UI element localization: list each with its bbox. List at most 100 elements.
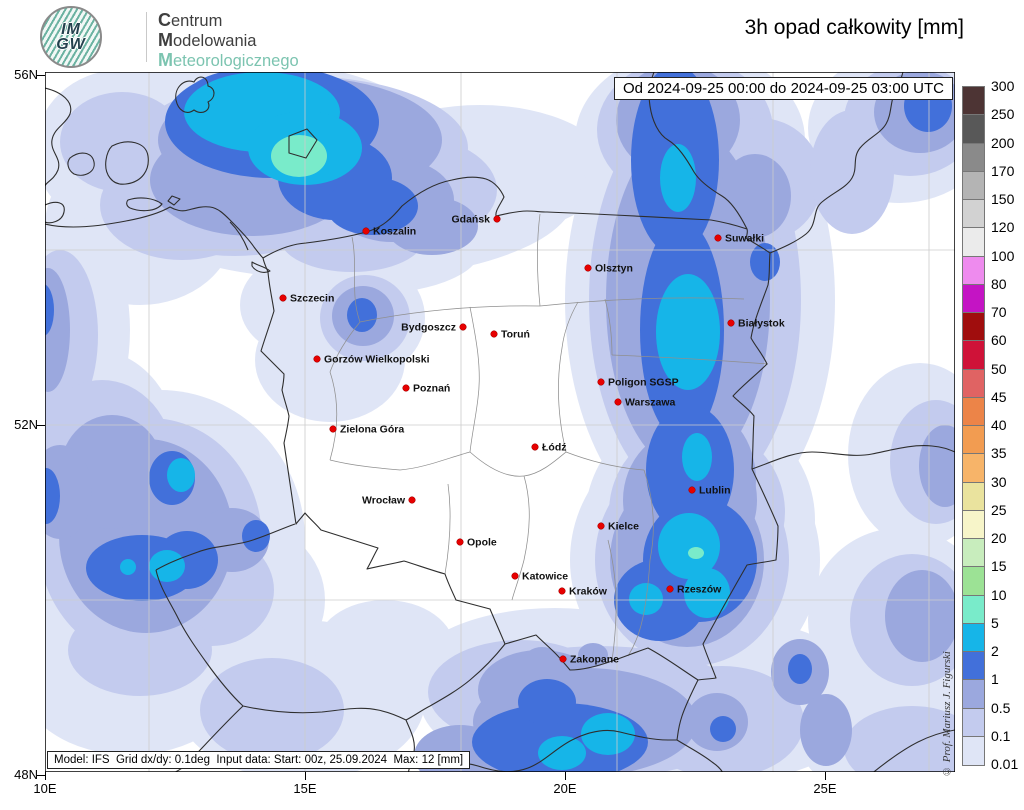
logo-text-gw: GW bbox=[56, 36, 86, 53]
legend-band bbox=[962, 142, 985, 173]
city-marker-wroc-aw: Wrocław bbox=[362, 495, 416, 507]
city-dot bbox=[459, 323, 467, 331]
legend-label: 2 bbox=[991, 643, 999, 659]
precip-layer-5 bbox=[120, 72, 730, 770]
org-line-1: Centrum bbox=[158, 10, 223, 31]
org-name: Centrum Modelowania Meteorologicznego bbox=[158, 11, 299, 71]
city-label: Warszawa bbox=[625, 397, 676, 409]
city-dot bbox=[714, 234, 722, 242]
legend-band bbox=[962, 227, 985, 258]
city-label: Rzeszów bbox=[677, 584, 722, 596]
model-info-label: Model: IFS Grid dx/dy: 0.1deg Input data… bbox=[47, 751, 471, 769]
city-dot bbox=[558, 587, 566, 595]
city-label: Białystok bbox=[738, 318, 785, 330]
city-marker-opole: Opole bbox=[456, 537, 497, 549]
legend-label: 0.5 bbox=[991, 699, 1011, 716]
lat-axis-label: 48N bbox=[14, 767, 38, 782]
city-label: Bydgoszcz bbox=[401, 322, 456, 334]
city-label: Toruń bbox=[501, 329, 530, 341]
city-dot bbox=[493, 215, 501, 223]
lat-axis-label: 52N bbox=[14, 417, 38, 432]
legend-label: 60 bbox=[991, 332, 1007, 349]
city-dot bbox=[597, 522, 605, 530]
lon-axis-tick bbox=[305, 772, 306, 780]
legend-label: 45 bbox=[991, 388, 1007, 405]
city-label: Poligon SGSP bbox=[608, 377, 679, 389]
city-label: Olsztyn bbox=[595, 263, 633, 275]
city-marker--d-: Łódź bbox=[531, 442, 567, 454]
city-dot bbox=[279, 294, 287, 302]
city-label: Wrocław bbox=[362, 495, 406, 507]
legend-band bbox=[962, 114, 985, 145]
org-line-2: Modelowania bbox=[158, 30, 257, 51]
legend-band bbox=[962, 679, 985, 710]
lon-axis-label: 15E bbox=[293, 781, 317, 796]
legend-label: 0.1 bbox=[991, 727, 1011, 744]
city-dot bbox=[329, 425, 337, 433]
legend-label: 50 bbox=[991, 360, 1007, 377]
legend-band bbox=[962, 283, 985, 315]
city-marker-koszalin: Koszalin bbox=[362, 226, 416, 238]
copyright-text: © Prof. Mariusz J. Figurski bbox=[941, 651, 953, 777]
legend-band bbox=[962, 622, 985, 654]
legend-label: 20 bbox=[991, 530, 1007, 546]
lat-axis-tick bbox=[37, 425, 45, 426]
city-marker-rzesz-w: Rzeszów bbox=[666, 584, 722, 596]
legend-label: 150 bbox=[991, 191, 1015, 207]
city-marker-zielona-g-ra: Zielona Góra bbox=[329, 424, 404, 436]
org-line-3: Meteorologicznego bbox=[158, 50, 299, 71]
legend-label: 70 bbox=[991, 304, 1007, 320]
legend-label: 15 bbox=[991, 558, 1007, 575]
city-label: Szczecin bbox=[290, 293, 334, 305]
legend-band bbox=[962, 707, 985, 738]
city-marker-krak-w: Kraków bbox=[558, 586, 608, 598]
legend-band bbox=[962, 396, 985, 428]
city-marker-pozna-: Poznań bbox=[402, 383, 450, 395]
legend-label: 5 bbox=[991, 614, 999, 631]
city-label: Kraków bbox=[569, 586, 608, 598]
legend-band bbox=[962, 453, 985, 484]
period-label: Od 2024-09-25 00:00 do 2024-09-25 03:00 … bbox=[613, 77, 953, 100]
city-marker-gda-sk: Gdańsk bbox=[451, 214, 501, 226]
legend-band bbox=[962, 650, 985, 682]
city-marker-szczecin: Szczecin bbox=[279, 293, 334, 305]
city-dot bbox=[362, 227, 370, 235]
city-marker-toru-: Toruń bbox=[490, 329, 530, 341]
legend-band bbox=[962, 198, 985, 230]
city-dot bbox=[559, 655, 567, 663]
legend-label: 40 bbox=[991, 417, 1007, 433]
lat-axis-label: 56N bbox=[14, 67, 38, 82]
city-label: Zakopane bbox=[570, 654, 619, 666]
graticule bbox=[45, 72, 955, 772]
city-dot bbox=[456, 538, 464, 546]
legend-label: 120 bbox=[991, 219, 1015, 236]
legend-label: 0.01 bbox=[991, 756, 1019, 772]
city-marker-kielce: Kielce bbox=[597, 521, 639, 533]
city-dot bbox=[727, 319, 735, 327]
city-dot bbox=[614, 398, 622, 406]
legend-band bbox=[962, 170, 985, 202]
legend-band bbox=[962, 340, 985, 371]
city-dot bbox=[584, 264, 592, 272]
legend-band bbox=[962, 537, 985, 569]
legend-band bbox=[962, 255, 985, 286]
lon-axis-label: 20E bbox=[553, 781, 577, 796]
city-dot bbox=[597, 378, 605, 386]
city-label: Kielce bbox=[608, 521, 639, 533]
city-label: Suwałki bbox=[725, 233, 764, 245]
legend-label: 250 bbox=[991, 106, 1015, 123]
legend-label: 170 bbox=[991, 162, 1015, 179]
province-borders bbox=[329, 213, 769, 662]
city-marker-suwa-ki: Suwałki bbox=[714, 233, 764, 245]
city-marker-gorz-w-wielkopolski: Gorzów Wielkopolski bbox=[313, 354, 430, 366]
lon-axis-label: 10E bbox=[33, 781, 57, 796]
legend-label: 200 bbox=[991, 134, 1015, 151]
city-label: Poznań bbox=[413, 383, 450, 395]
lon-axis-label: 25E bbox=[813, 781, 837, 796]
city-dot bbox=[511, 572, 519, 580]
city-label: Łódź bbox=[542, 442, 567, 454]
legend-band bbox=[962, 735, 985, 767]
legend-band bbox=[962, 368, 985, 399]
city-marker-olsztyn: Olsztyn bbox=[584, 263, 633, 275]
